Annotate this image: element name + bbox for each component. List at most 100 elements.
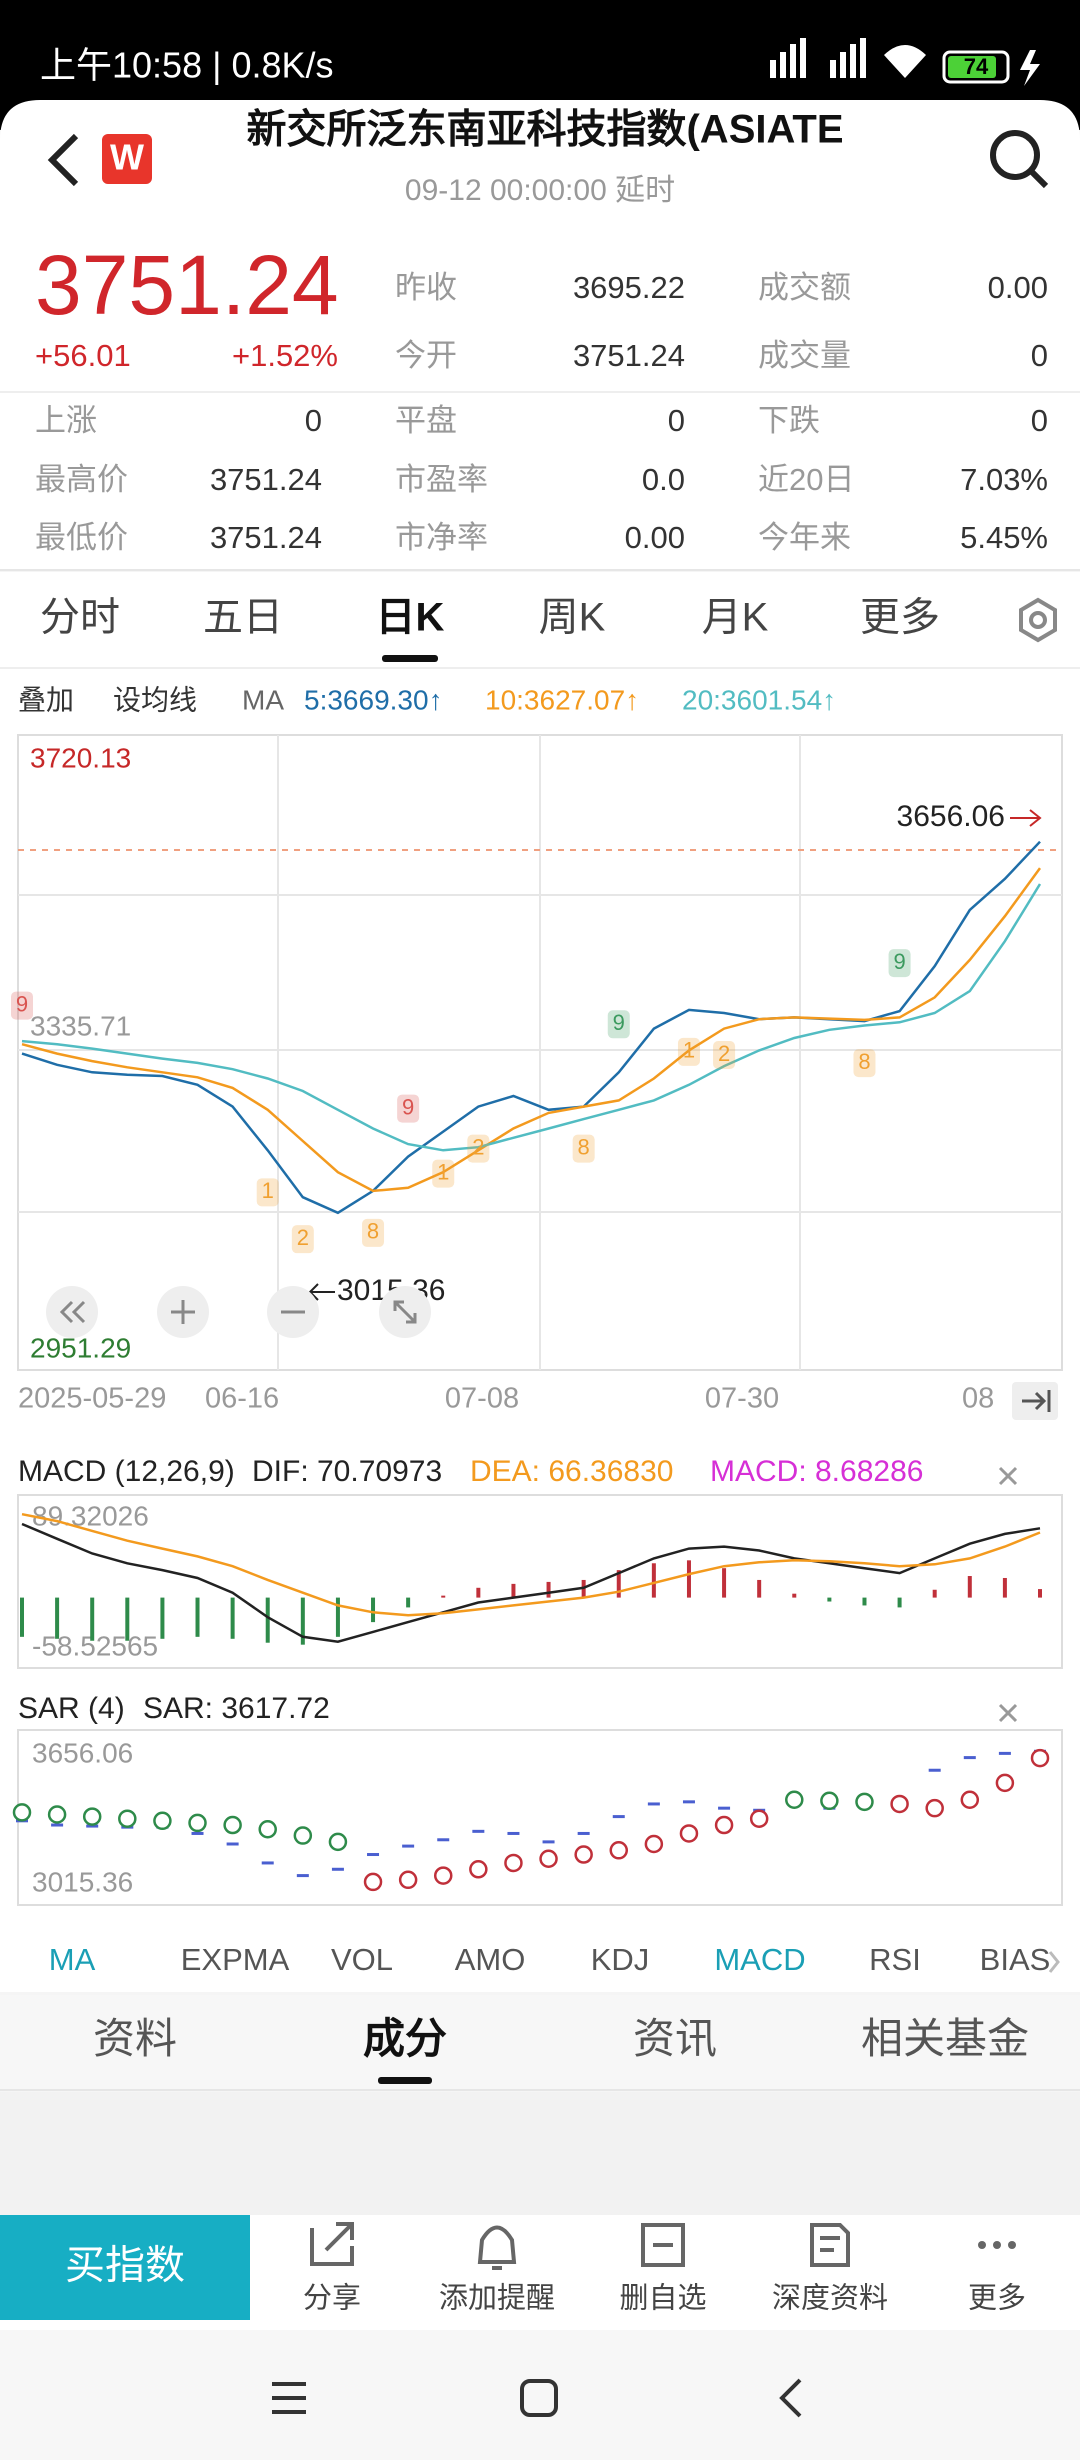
- settings-button[interactable]: [1019, 597, 1057, 643]
- macd-bar: [476, 1587, 481, 1598]
- ma-line: [21, 867, 1042, 1193]
- macd-dea: DEA: 66.36830: [470, 1455, 673, 1488]
- info-tab[interactable]: 资料: [93, 2015, 177, 2062]
- indicator-tab[interactable]: EXPMA: [181, 1942, 290, 1977]
- action-button[interactable]: 删自选: [619, 2282, 706, 2315]
- ma-legend: 5:3669.30↑ 10:3627.07↑ 20:3601.54↑: [304, 684, 836, 715]
- close-macd-button[interactable]: [998, 1466, 1018, 1486]
- header-bg: [0, 100, 1080, 570]
- indicator-tab[interactable]: RSI: [869, 1942, 921, 1977]
- action-button[interactable]: 深度资料: [772, 2282, 888, 2315]
- stat-label: 成交量: [758, 338, 851, 373]
- ma-line: [21, 883, 1042, 1152]
- search-button[interactable]: [990, 130, 1049, 189]
- period-tab[interactable]: 五日: [203, 596, 283, 640]
- buy-button[interactable]: [0, 2215, 250, 2320]
- signal-icons: [770, 38, 926, 78]
- action-button[interactable]: 分享: [303, 2282, 361, 2315]
- stat-label: 最高价: [35, 462, 128, 497]
- macd-bar: [827, 1597, 832, 1602]
- back-button[interactable]: [47, 133, 79, 187]
- sar-dot: [925, 1798, 944, 1818]
- info-tab[interactable]: 成分: [363, 2015, 447, 2062]
- stat-label: 近20日: [758, 462, 854, 497]
- sar-chart: 3656.06 3015.36: [12, 1737, 1050, 1897]
- stat-label: 昨收: [395, 270, 457, 305]
- td-label: 9: [613, 1010, 625, 1035]
- td-label: 2: [718, 1041, 730, 1066]
- stat-value: 7.03%: [960, 462, 1048, 497]
- info-tab[interactable]: 相关基金: [861, 2015, 1029, 2062]
- battery-level: [948, 56, 996, 78]
- sar-dot: [82, 1807, 102, 1826]
- td-badge: [362, 1218, 385, 1247]
- sar-dot: [609, 1841, 629, 1860]
- indicator-tab[interactable]: MACD: [714, 1942, 805, 1977]
- nav-bar: [0, 2330, 1080, 2460]
- macd-bar: [406, 1597, 411, 1608]
- info-tab[interactable]: 资讯: [633, 2015, 717, 2062]
- sar-dot: [12, 1803, 32, 1822]
- price: 3751.24: [35, 238, 339, 332]
- macd-bar: [371, 1597, 376, 1623]
- action-button[interactable]: 更多: [968, 2282, 1026, 2315]
- indicator-tab[interactable]: BIAS: [980, 1942, 1051, 1977]
- back-nav-button[interactable]: [779, 2378, 802, 2418]
- action-button[interactable]: 添加提醒: [439, 2282, 555, 2315]
- indicator-tab[interactable]: KDJ: [591, 1942, 650, 1977]
- sar-dot: [855, 1792, 874, 1812]
- macd-bar: [511, 1583, 516, 1598]
- ma-label: MA: [242, 684, 284, 715]
- close-sar-button[interactable]: [998, 1703, 1018, 1723]
- menu-button[interactable]: [272, 2382, 306, 2414]
- indicator-tab[interactable]: VOL: [331, 1942, 393, 1977]
- stat-label: 上涨: [35, 403, 97, 438]
- more-arrow: [1048, 1951, 1060, 1973]
- jump-latest-button[interactable]: [1012, 1382, 1058, 1420]
- td-label: 1: [683, 1038, 695, 1063]
- sar-dot: [960, 1790, 980, 1809]
- indicator-tab[interactable]: MA: [49, 1942, 96, 1977]
- stat-label: 市盈率: [395, 462, 488, 497]
- tab-underline: [382, 655, 438, 662]
- period-tab[interactable]: 月K: [702, 596, 769, 640]
- macd-frame: [17, 1494, 1063, 1669]
- macd-bar: [1002, 1577, 1007, 1598]
- subtitle: 09-12 00:00:00 延时: [405, 174, 675, 207]
- macd-bar: [651, 1563, 656, 1598]
- sar-dot: [1030, 1748, 1050, 1768]
- macd-bar: [125, 1597, 130, 1641]
- stat-label: 市净率: [395, 520, 488, 555]
- period-tab[interactable]: 分时: [40, 596, 120, 640]
- y-min-label: 2951.29: [30, 1332, 131, 1363]
- stat-value: 0.0: [642, 462, 685, 497]
- macd-bar: [20, 1597, 24, 1637]
- sar-dot: [574, 1845, 593, 1864]
- td-badge: [572, 1134, 595, 1163]
- sar-dot: [433, 1866, 453, 1885]
- td-label: 8: [578, 1134, 590, 1159]
- indicator-tab[interactable]: AMO: [455, 1942, 526, 1977]
- td-label: 9: [402, 1094, 414, 1119]
- stat-value: 3751.24: [210, 462, 322, 497]
- period-tab[interactable]: 日K: [376, 596, 445, 640]
- home-button[interactable]: [520, 2379, 558, 2417]
- x-tick-label: 08: [962, 1383, 994, 1415]
- macd-bar: [967, 1576, 972, 1598]
- battery-text: 74: [964, 54, 989, 79]
- x-tick-label: 07-08: [445, 1383, 519, 1415]
- info-tabs: 资料 成分 资讯 相关基金: [93, 2015, 1029, 2084]
- ma-setting-button[interactable]: 设均线: [113, 684, 197, 715]
- sar-dot: [293, 1826, 313, 1845]
- stat-label: 成交额: [758, 270, 851, 305]
- sar-dot: [890, 1794, 909, 1814]
- period-tab[interactable]: 更多: [860, 596, 940, 640]
- sar-dot: [153, 1811, 172, 1831]
- macd-bar: [335, 1597, 340, 1637]
- period-tab[interactable]: 周K: [539, 596, 606, 640]
- overlay-button[interactable]: 叠加: [18, 684, 74, 715]
- macd-bar: [265, 1597, 270, 1643]
- macd-chart: 89.32026 -58.52565: [20, 1500, 1042, 1661]
